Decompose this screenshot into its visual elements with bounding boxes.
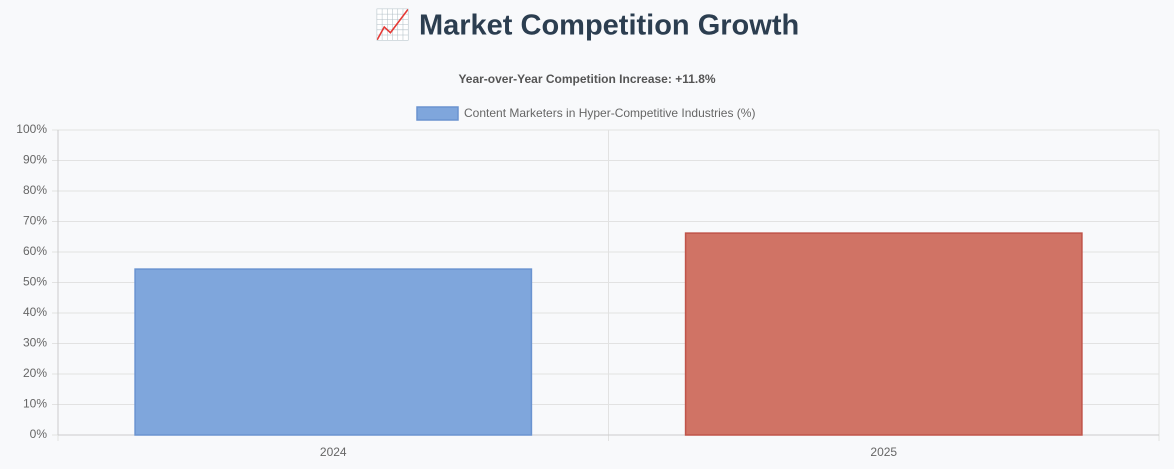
y-tick-label: 80% <box>23 183 47 197</box>
chart-subtitle: Year-over-Year Competition Increase: +11… <box>458 72 715 86</box>
legend-label: Content Marketers in Hyper-Competitive I… <box>464 106 755 120</box>
y-tick-label: 100% <box>16 122 47 136</box>
y-tick-label: 30% <box>23 336 47 350</box>
chart-title: 📈 Market Competition Growth <box>375 8 799 42</box>
legend-swatch <box>416 106 459 121</box>
y-tick-label: 10% <box>23 397 47 411</box>
bar <box>684 232 1083 436</box>
y-tick-label: 60% <box>23 244 47 258</box>
y-tick-label: 50% <box>23 275 47 289</box>
y-tick-label: 40% <box>23 305 47 319</box>
bar <box>134 268 533 436</box>
y-tick-label: 90% <box>23 153 47 167</box>
x-tick-label: 2024 <box>320 445 347 459</box>
y-tick-label: 70% <box>23 214 47 228</box>
y-tick-label: 0% <box>30 427 48 441</box>
y-tick-label: 20% <box>23 366 47 380</box>
x-tick-label: 2025 <box>870 445 897 459</box>
